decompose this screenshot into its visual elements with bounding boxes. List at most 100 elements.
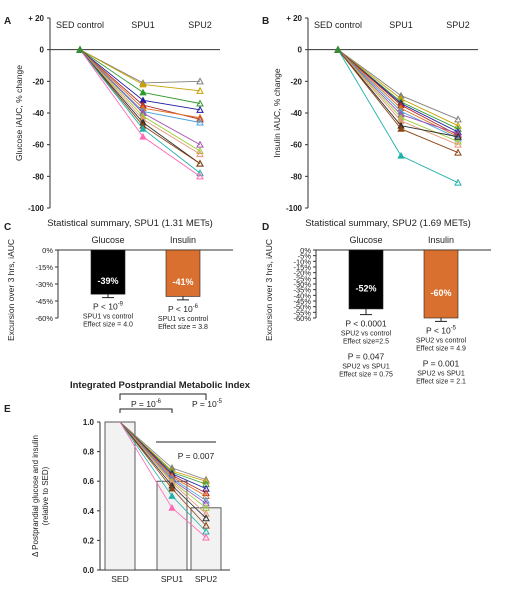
data-point [139,80,147,88]
y-tick-label: 0% [300,246,311,255]
p-value-main: P = 0.047 [348,352,385,362]
p-value-exponent: -6 [193,304,199,310]
data-point [202,488,210,497]
category-label: Insulin [170,235,196,245]
p-value-main: P < 10 [426,325,451,335]
data-point [202,509,210,517]
panel-e-metabolic-index: E Integrated Postprandial Metabolic Index… [4,380,251,584]
data-point [196,172,204,180]
p-value: P = 0.001 [423,358,460,368]
panel-a-glucose-spaghetti: A + 20 0 -20 -40 -60 -80 -100 SED control SPU1 SPU… [4,14,220,213]
y-tick-label: 0.0 [83,566,95,575]
y-tick-label: -20% [293,269,311,278]
data-point [139,124,147,132]
panel-b-insulin-spaghetti: B + 20 0 -20 -40 -60 -80 -100 SED control SPU1 SPU… [262,14,478,213]
y-axis-label: Insulin iAUC, % change [272,68,282,158]
p-value-spu1-spu2-main: P = 0.007 [178,451,215,461]
y-tick-label: -20 [290,77,302,86]
data-label: -60% [430,288,451,298]
category-label: SPU1 [161,574,183,584]
y-tick-label: 0.8 [83,448,95,457]
y-tick-label: -30% [35,280,53,289]
y-tick-label: + 20 [286,14,302,23]
panel-letter: E [4,404,11,415]
data-point [202,477,210,485]
p-value-sed-spu2: P = 10-5 [192,399,223,409]
annotation-text: SPU2 vs SPU1 [417,370,465,377]
y-tick-label: -45% [35,297,53,306]
data-point [202,480,210,488]
p-value-spu1-spu2: P = 0.007 [178,451,215,461]
annotation-text: Effect size = 4.0 [83,322,133,329]
annotation-text: SPU2 vs SPU1 [342,364,390,371]
bar [104,421,136,571]
p-value-main: P < 0.0001 [345,319,386,329]
panel-letter: D [262,222,269,233]
p-value-sed-spu2-exponent: -5 [217,399,223,405]
data-point [196,159,204,167]
annotation-text: SPU2 vs control [416,337,467,344]
panel-c-spu1-summary: C Statistical summary, SPU1 (1.31 METs) 0%… [4,218,233,341]
category-label: SPU2 [188,20,212,30]
data-point [397,151,405,159]
data-point [168,492,176,499]
y-tick-label: -55% [293,308,311,317]
y-axis-label: Excursion over 3 hrs, iAUC [6,239,16,341]
y-tick-label: -60 [32,141,44,150]
y-tick-label: -100 [286,204,303,213]
p-value: P = 0.047 [348,352,385,362]
y-tick-label: -40 [290,109,302,118]
category-label: SPU2 [446,20,470,30]
category-label: SPU2 [195,574,217,584]
bar [190,507,222,571]
y-tick-label: 0% [42,246,53,255]
bar [90,249,126,295]
data-label: -52% [355,283,376,293]
annotation-text: Effect size = 2.1 [416,378,466,385]
bracket-sed-spu1 [119,408,173,413]
y-tick-label: 0 [40,46,45,55]
data-point [196,150,204,158]
p-value-exponent: -9 [118,302,124,308]
data-point [168,484,176,492]
chart-title: Integrated Postprandial Metabolic Index [70,380,251,391]
y-tick-label: -80 [32,172,44,181]
y-tick-label: -40 [32,109,44,118]
data-point [202,484,210,492]
bar [165,249,201,297]
annotation-text: Effect size = 0.75 [339,372,393,379]
annotation-text: Effect size = 3.8 [158,324,208,331]
data-point [454,148,462,156]
p-value-sed-spu1: P = 10-6 [131,399,162,409]
data-label: -39% [97,276,118,286]
y-tick-label: -60% [35,314,53,323]
y-tick-label: -25% [293,274,311,283]
p-value-main: P = 0.001 [423,358,460,368]
y-tick-label: -35% [293,286,311,295]
data-point [168,504,176,511]
panel-letter: C [4,222,11,233]
y-tick-label: -30% [293,280,311,289]
data-point [454,178,462,186]
data-label: -41% [172,277,193,287]
chart-title: Statistical summary, SPU1 (1.31 METs) [47,218,213,229]
category-label: SPU1 [389,20,413,30]
data-point [202,533,210,541]
bar [348,249,384,310]
y-axis-label: Excursion over 3 hrs, iAUC [264,239,274,341]
chart-title: Statistical summary, SPU2 (1.69 METs) [305,218,471,229]
panel-letter: A [4,16,11,27]
data-point [139,88,147,96]
bar [423,249,459,319]
y-tick-label: 0.4 [83,507,95,516]
data-point [202,499,210,507]
y-axis-label-line1: Δ Postprandial glucose and insulin [31,435,40,557]
y-tick-label: -15% [35,263,53,272]
y-tick-label: 0.2 [83,536,95,545]
category-label: SED control [314,20,362,30]
y-tick-label: -40% [293,291,311,300]
data-point [196,77,204,85]
annotation-text: Effect size=2.5 [343,339,389,346]
data-point [196,105,204,113]
